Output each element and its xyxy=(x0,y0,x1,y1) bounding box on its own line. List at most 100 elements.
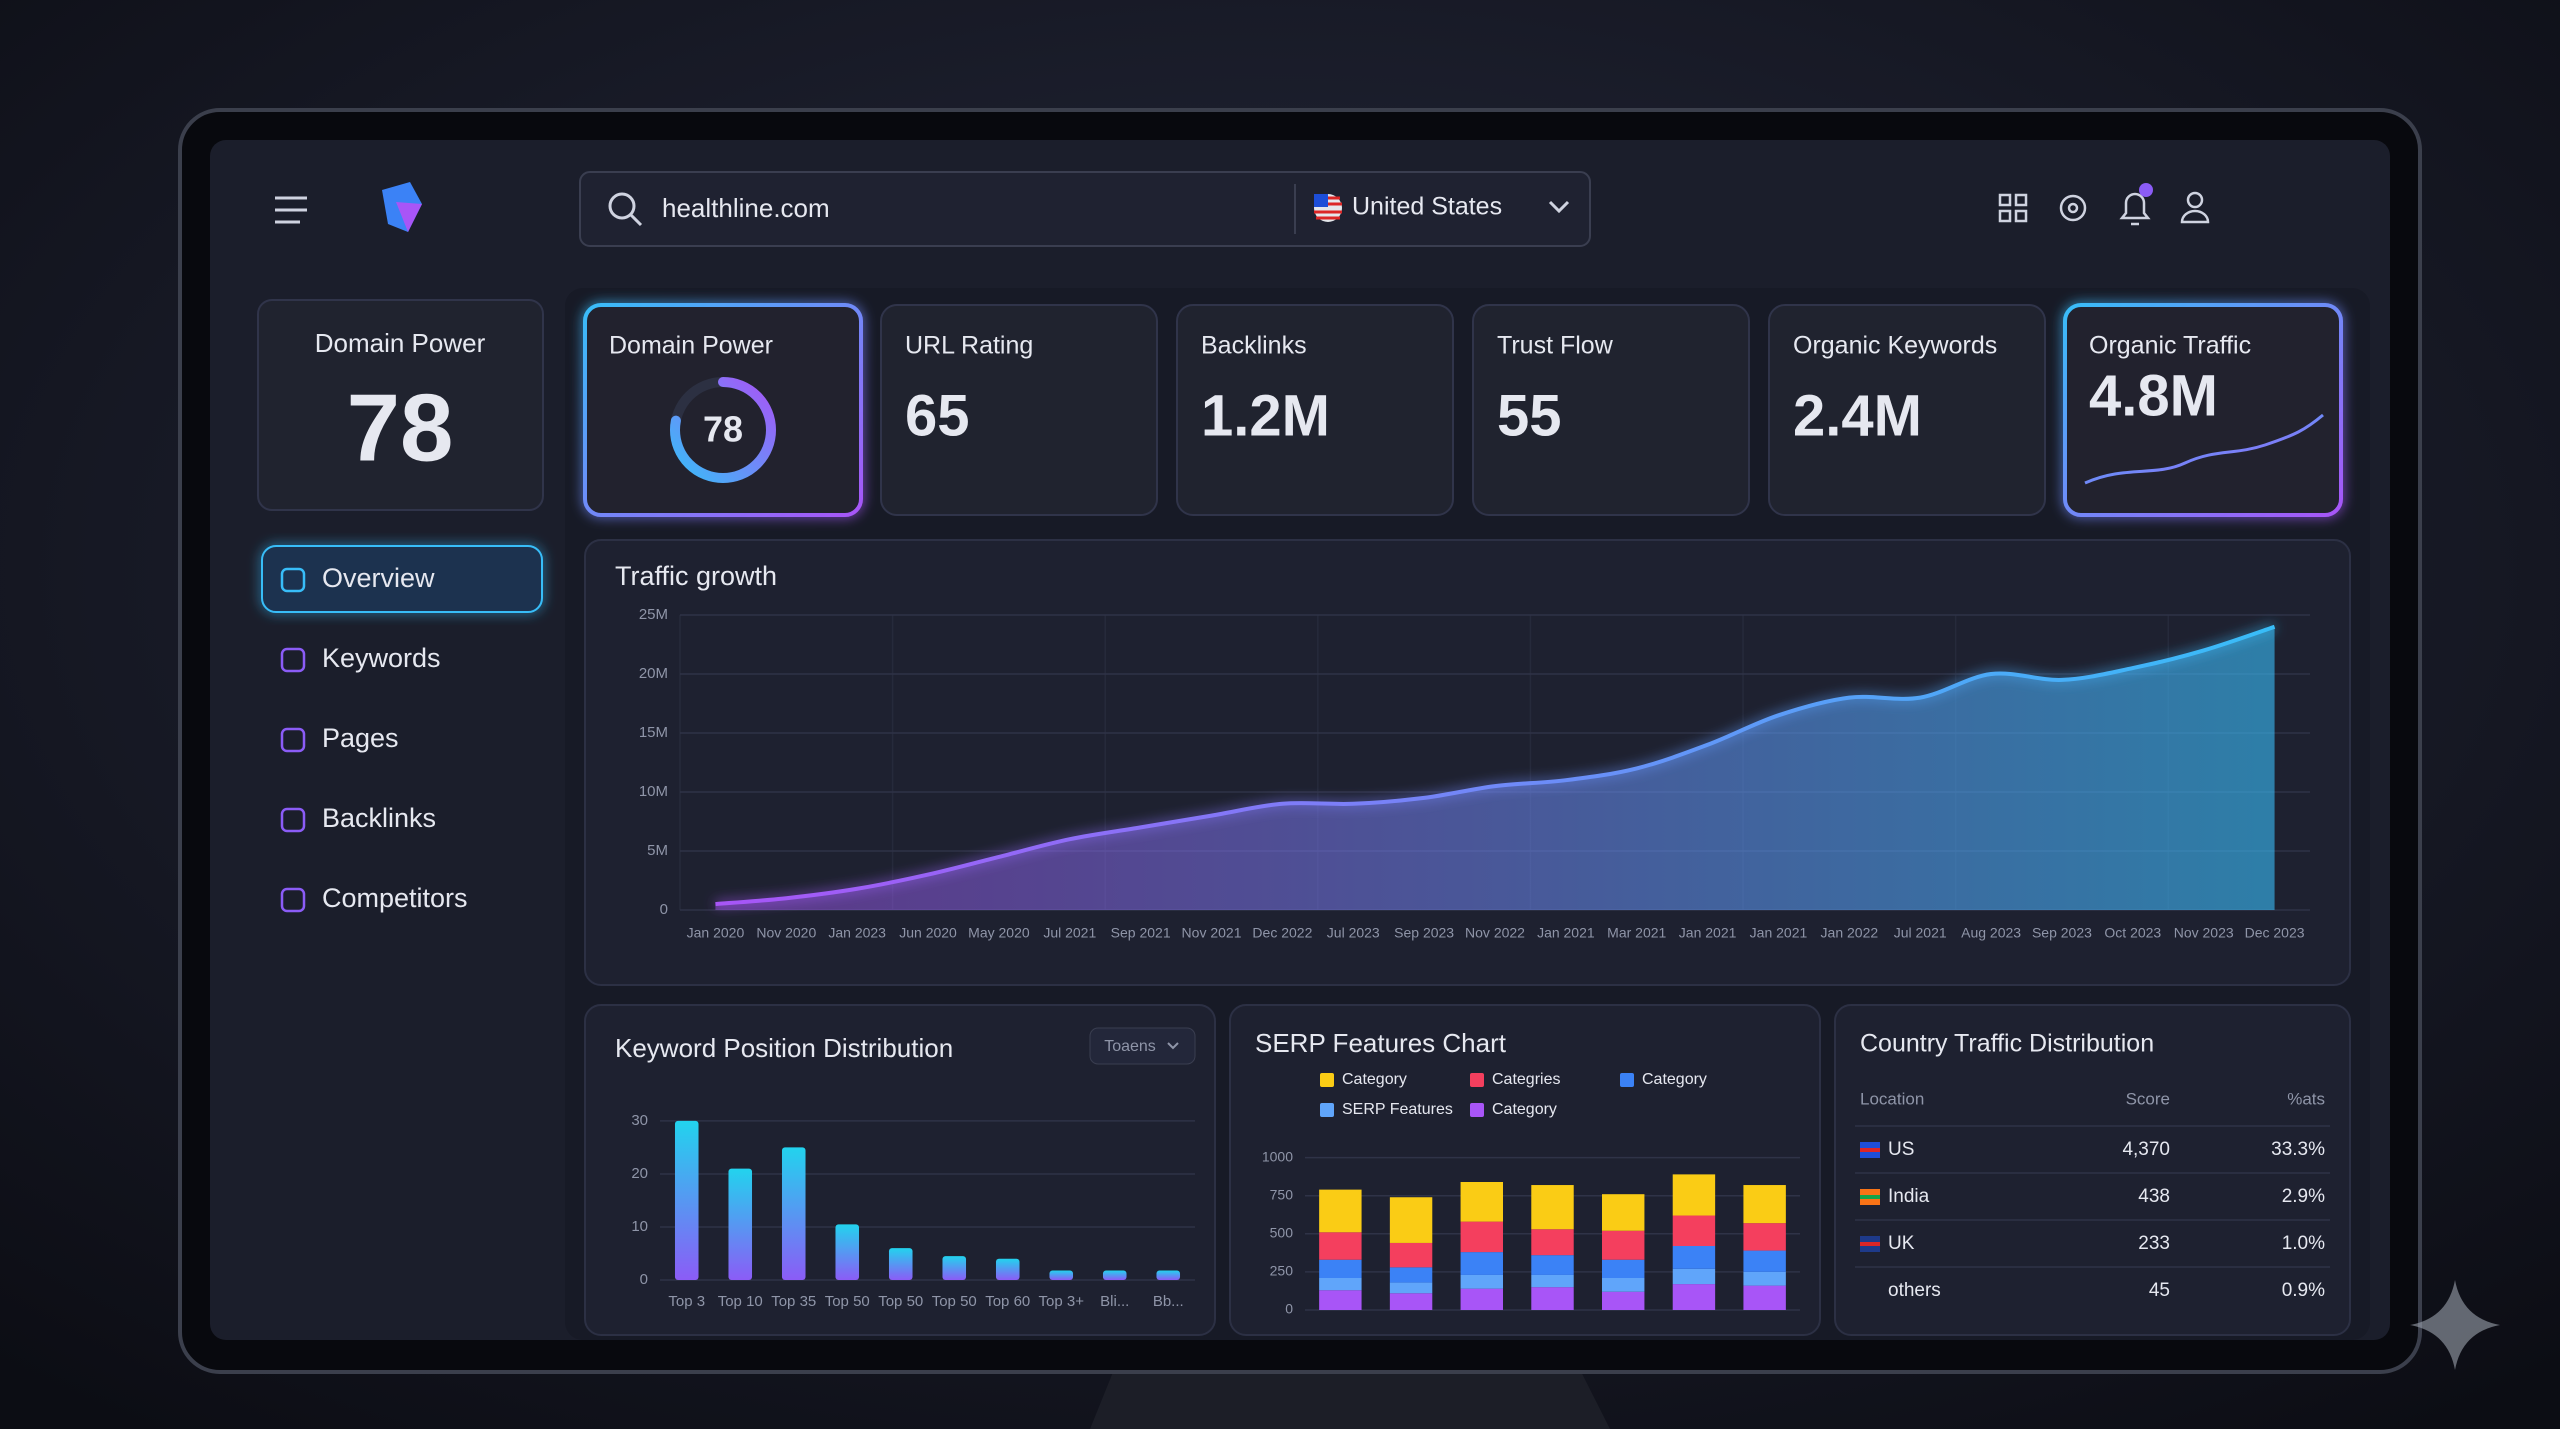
x-tick-label: Top 50 xyxy=(932,1293,977,1310)
x-tick-label: Jul 2021 xyxy=(1043,925,1096,941)
nav-icon xyxy=(280,807,306,833)
bar xyxy=(1102,1270,1127,1280)
nav-icon xyxy=(280,727,306,753)
bar-segment xyxy=(1743,1271,1786,1286)
bar-segment xyxy=(1602,1291,1645,1310)
nav-item[interactable]: Backlinks xyxy=(322,803,436,833)
x-tick-label: Sep 2021 xyxy=(1111,925,1171,941)
table-cell: 438 xyxy=(2138,1186,2170,1207)
x-tick-label: Jan 2023 xyxy=(828,925,886,941)
y-tick-label: 15M xyxy=(639,724,668,741)
y-tick-label: 20M xyxy=(639,665,668,682)
legend-label: Categries xyxy=(1492,1071,1560,1088)
table-cell: others xyxy=(1888,1280,1941,1301)
apps-icon[interactable] xyxy=(1998,193,2028,223)
x-tick-label: Nov 2021 xyxy=(1182,925,1242,941)
table-title: Country Traffic Distribution xyxy=(1860,1030,2154,1058)
notifications-icon[interactable] xyxy=(2119,192,2151,226)
x-tick-label: Jul 2023 xyxy=(1327,925,1380,941)
bar xyxy=(1049,1270,1074,1280)
bar-segment xyxy=(1672,1268,1716,1285)
dropdown-chevron[interactable] xyxy=(1167,1042,1179,1050)
sidebar-card-label: Domain Power xyxy=(315,328,486,358)
nav-item[interactable]: Competitors xyxy=(322,883,468,913)
y-tick-label: 0 xyxy=(1285,1301,1293,1317)
bar-segment xyxy=(1389,1293,1433,1310)
bar-segment xyxy=(1319,1232,1362,1260)
y-tick-label: 10M xyxy=(639,783,668,800)
bar-segment xyxy=(1460,1182,1503,1222)
bar xyxy=(995,1258,1020,1280)
bar-segment xyxy=(1389,1242,1433,1268)
bar-segment xyxy=(1319,1259,1362,1278)
table-cell: UK xyxy=(1888,1233,1915,1254)
country-select[interactable]: United States xyxy=(1352,193,1502,221)
nav-item[interactable]: Keywords xyxy=(322,643,441,673)
x-tick-label: Sep 2023 xyxy=(2032,925,2092,941)
screen: healthline.com United States Domain Powe… xyxy=(210,140,2390,1340)
table-cell: 4,370 xyxy=(2122,1139,2170,1160)
bar-segment xyxy=(1672,1246,1716,1269)
kpi-value: 4.8M xyxy=(2089,363,2218,428)
bar-segment xyxy=(1672,1174,1716,1216)
y-tick-label: 1000 xyxy=(1262,1148,1293,1164)
bar-segment xyxy=(1602,1259,1645,1278)
kpi-label: Backlinks xyxy=(1201,332,1307,360)
table-cell: 0.9% xyxy=(2282,1280,2325,1301)
bar-segment xyxy=(1743,1185,1786,1224)
bar-segment xyxy=(1602,1230,1645,1260)
bar-segment xyxy=(1602,1278,1645,1292)
user-icon[interactable] xyxy=(2180,191,2210,224)
kpi-card xyxy=(2063,303,2343,517)
menu-button[interactable] xyxy=(275,196,307,224)
area xyxy=(715,626,2275,910)
bar-segment xyxy=(1743,1223,1786,1251)
dropdown-chevron[interactable] xyxy=(1548,200,1570,214)
bar xyxy=(728,1168,753,1280)
table-cell: India xyxy=(1888,1186,1930,1207)
logo xyxy=(382,182,422,232)
chart-title: SERP Features Chart xyxy=(1255,1028,1507,1058)
kpi-label: Trust Flow xyxy=(1497,332,1614,360)
search-box[interactable] xyxy=(579,171,1591,247)
x-tick-label: Top 3+ xyxy=(1039,1293,1085,1310)
flag-icon xyxy=(1314,194,1342,222)
nav-item[interactable]: Pages xyxy=(322,723,399,753)
search-text[interactable]: healthline.com xyxy=(662,193,830,223)
table-cell: 33.3% xyxy=(2271,1139,2325,1160)
x-tick-label: Jan 2021 xyxy=(1750,925,1808,941)
dropdown-label[interactable]: Toaens xyxy=(1104,1038,1156,1055)
kpi-value: 1.2M xyxy=(1201,383,1330,448)
nav-active xyxy=(261,545,543,613)
bar-segment xyxy=(1389,1267,1433,1283)
legend-label: SERP Features xyxy=(1342,1101,1453,1118)
chart-title: Keyword Position Distribution xyxy=(615,1033,953,1063)
bar-segment xyxy=(1319,1189,1362,1233)
bar-segment xyxy=(1531,1287,1574,1310)
x-tick-label: May 2020 xyxy=(968,925,1030,941)
ring-arc xyxy=(670,377,776,483)
legend-swatch xyxy=(1470,1073,1484,1087)
x-tick-label: Oct 2023 xyxy=(2104,925,2161,941)
kpi-card xyxy=(880,304,1158,516)
bar-segment xyxy=(1531,1255,1574,1275)
search-icon xyxy=(608,192,643,227)
x-tick-label: Top 50 xyxy=(825,1293,870,1310)
legend-label: Category xyxy=(1492,1101,1557,1118)
bar xyxy=(888,1248,913,1280)
x-tick-label: Jan 2022 xyxy=(1821,925,1879,941)
nav-icon xyxy=(280,647,306,673)
settings-icon[interactable] xyxy=(2059,194,2087,222)
kpi-card xyxy=(1176,304,1454,516)
x-tick-label: Jan 2020 xyxy=(687,925,745,941)
kpi-value: 65 xyxy=(905,383,970,448)
dropdown[interactable] xyxy=(1089,1027,1196,1065)
legend-swatch xyxy=(1320,1103,1334,1117)
nav-item[interactable]: Overview xyxy=(322,563,435,593)
x-tick-label: Nov 2023 xyxy=(2174,925,2234,941)
table-header: Score xyxy=(2126,1089,2170,1108)
bar-segment xyxy=(1460,1274,1503,1289)
bar-segment xyxy=(1389,1197,1433,1243)
kpi-card xyxy=(1472,304,1750,516)
